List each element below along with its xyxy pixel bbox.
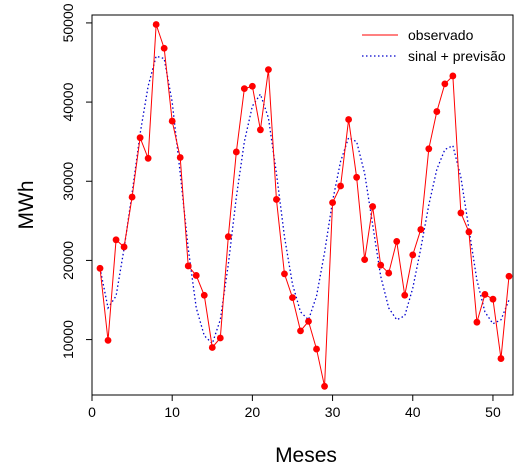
data-point-observado [176, 154, 184, 161]
data-point-observado [257, 126, 264, 134]
data-point-observado [184, 262, 192, 270]
data-point-observado [337, 182, 344, 190]
data-point-observado [112, 236, 120, 244]
data-point-observado [385, 269, 393, 277]
data-point-observado [505, 272, 513, 280]
data-point-observado [345, 116, 353, 123]
data-point-observado [305, 317, 312, 325]
data-point-observado [425, 145, 433, 153]
x-tick-label: 0 [88, 404, 96, 420]
data-point-observado [409, 251, 417, 259]
y-tick-label: 40000 [60, 82, 76, 121]
data-point-observado [465, 228, 473, 236]
data-point-observado [369, 203, 377, 210]
data-point-observado [433, 108, 441, 115]
data-point-observado [449, 72, 457, 80]
data-point-observado [192, 272, 200, 279]
x-axis: 0 10 20 30 40 50 [88, 395, 501, 420]
y-tick-label: 50000 [60, 3, 76, 42]
data-point-observado [417, 226, 425, 233]
y-axis-title: MWh [15, 181, 38, 230]
series-layer [96, 21, 513, 390]
y-tick-label: 20000 [60, 241, 76, 280]
legend-label-observado: observado [408, 27, 474, 43]
data-point-observado [248, 82, 256, 90]
data-point-observado [321, 382, 328, 390]
data-point-observado [489, 295, 497, 303]
data-point-observado [96, 264, 104, 272]
legend-label-sinal-previsao: sinal + previsão [408, 48, 506, 64]
data-point-observado [200, 291, 208, 299]
legend: observado sinal + previsão [362, 27, 506, 64]
data-point-observado [120, 243, 128, 251]
data-point-observado [353, 173, 361, 181]
data-point-observado [265, 66, 272, 74]
data-point-observado [313, 345, 320, 353]
data-point-observado [281, 270, 288, 278]
data-point-observado [361, 256, 369, 264]
data-point-observado [329, 199, 336, 207]
data-point-observado [152, 21, 160, 28]
y-axis: 10000 20000 30000 40000 50000 [60, 3, 92, 359]
series-line-sinal-previs-o [99, 55, 510, 345]
series-line-observado [99, 24, 510, 387]
y-tick-label: 10000 [60, 320, 76, 359]
data-point-observado [457, 209, 465, 217]
plot-frame [91, 14, 514, 396]
x-tick-label: 20 [245, 404, 261, 420]
data-point-observado [104, 336, 112, 344]
data-point-observado [144, 154, 152, 162]
x-tick-label: 30 [325, 404, 341, 420]
data-point-observado [273, 196, 280, 203]
x-tick-label: 40 [405, 404, 421, 420]
data-point-observado [289, 294, 296, 302]
x-tick-label: 50 [485, 404, 501, 420]
data-point-observado [168, 117, 176, 125]
data-point-observado [136, 134, 144, 142]
y-tick-label: 30000 [60, 162, 76, 201]
data-point-observado [393, 238, 401, 245]
data-point-observado [481, 291, 489, 298]
data-point-observado [473, 318, 481, 326]
data-point-observado [377, 261, 385, 269]
x-tick-label: 10 [164, 404, 180, 420]
data-point-observado [297, 327, 304, 335]
data-point-observado [216, 334, 224, 342]
data-point-observado [240, 85, 248, 93]
data-point-observado [401, 291, 409, 299]
data-point-observado [497, 355, 505, 362]
data-point-observado [160, 44, 168, 52]
x-axis-title: Meses [275, 444, 337, 467]
data-point-observado [208, 344, 216, 351]
data-point-observado [232, 148, 240, 156]
data-point-observado [441, 80, 449, 88]
data-point-observado [128, 193, 136, 201]
data-point-observado [224, 233, 232, 241]
